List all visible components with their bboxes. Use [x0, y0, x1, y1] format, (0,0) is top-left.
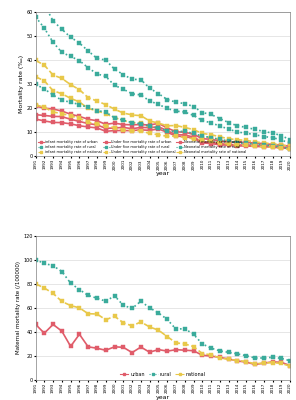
Y-axis label: Mortality rate (‰): Mortality rate (‰) — [19, 55, 24, 113]
X-axis label: year: year — [156, 171, 170, 176]
X-axis label: year: year — [156, 395, 170, 400]
Legend: infant mortality rate of urban, infant mortality rate of rural, infant mortality: infant mortality rate of urban, infant m… — [37, 140, 247, 154]
Y-axis label: Maternal mortality rate (/100000): Maternal mortality rate (/100000) — [16, 261, 21, 354]
Legend: urban, rural, national: urban, rural, national — [119, 371, 207, 378]
